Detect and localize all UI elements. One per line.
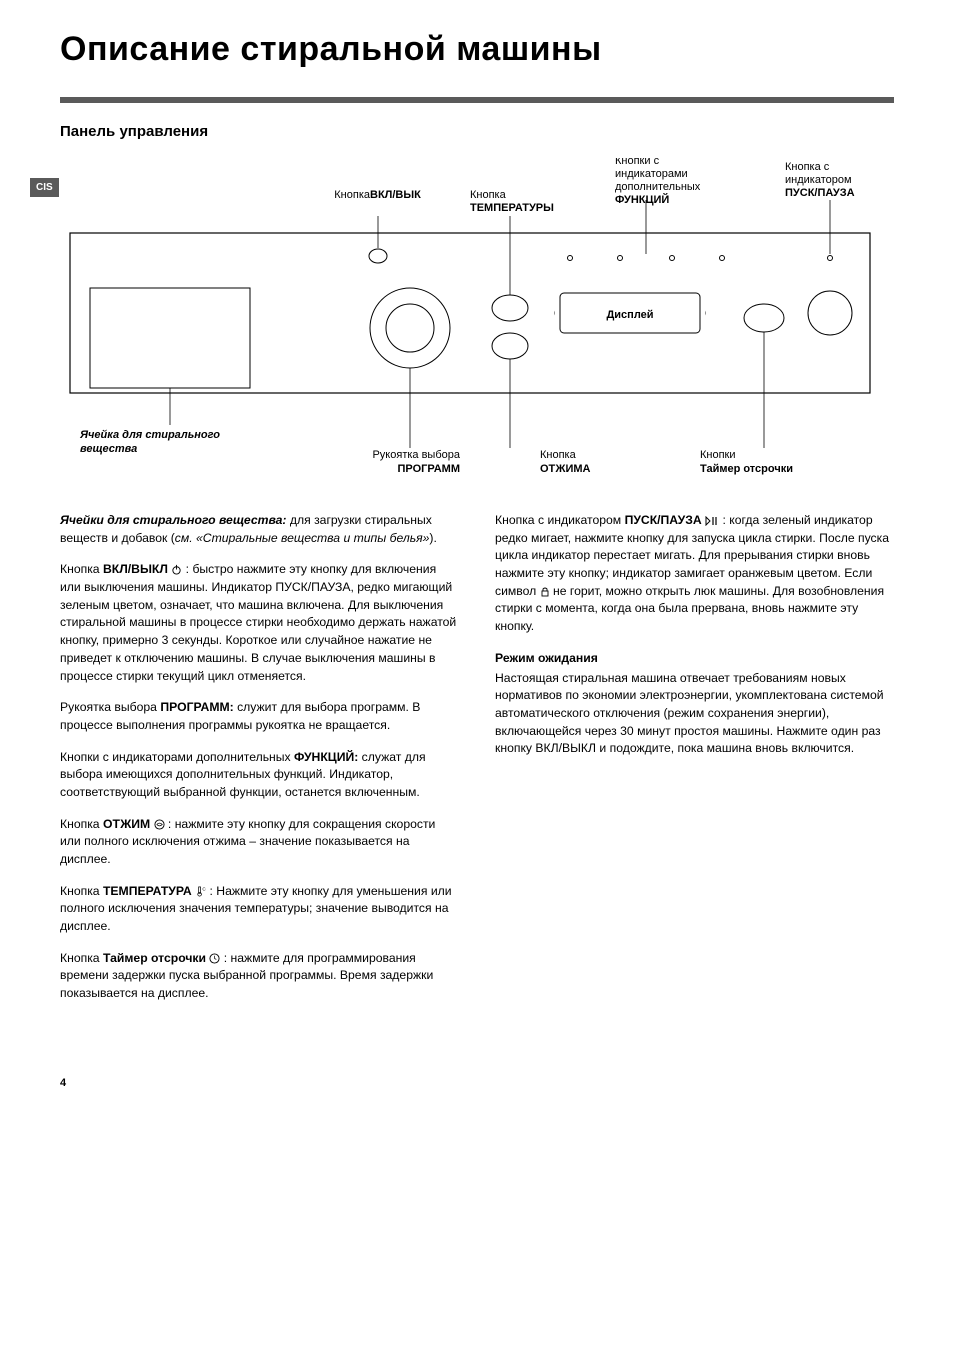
para-startpause: Кнопка с индикатором ПУСК/ПАУЗА : когда … [495, 512, 894, 636]
standby-heading: Режим ожидания [495, 650, 894, 668]
lbl-prog1: Рукоятка выбора [372, 449, 460, 461]
para-spin: Кнопка ОТЖИМ : нажмите эту кнопку для со… [60, 816, 459, 869]
clock-icon [209, 953, 220, 964]
lbl-temp1: Кнопка [470, 189, 507, 201]
lbl-drawer1: Ячейка для стирального [79, 429, 220, 441]
lbl-start1: Кнопка с [785, 161, 830, 173]
lbl-drawer2: вещества [80, 443, 137, 455]
page-number: 4 [60, 1077, 894, 1089]
lbl-delay2: Таймер отсрочки [700, 463, 793, 475]
lbl-func4: ФУНКЦИЙ [615, 193, 669, 206]
para-onoff: Кнопка ВКЛ/ВЫКЛ : быстро нажмите эту кно… [60, 561, 459, 685]
lbl-onoff-b: ВКЛ/ВЫК [370, 189, 421, 201]
lbl-onoff-pre: Кнопка [334, 189, 371, 201]
para-delay: Кнопка Таймер отсрочки : нажмите для про… [60, 950, 459, 1003]
lbl-temp2: ТЕМПЕРАТУРЫ [470, 202, 554, 214]
lead-drawer: Ячейки для стирального вещества: [60, 513, 287, 527]
lbl-func1: Кнопки с [615, 158, 660, 167]
lbl-spin2: ОТЖИМА [540, 463, 591, 475]
control-panel-diagram: Дисплей Кнопка ВКЛ/ВЫК Кнопка ТЕМПЕРАТУР… [60, 158, 880, 488]
lbl-start2: индикатором [785, 174, 852, 186]
section-heading: Панель управления [60, 123, 894, 140]
lbl-func2: индикаторами [615, 168, 688, 180]
para-drawer: Ячейки для стирального вещества: для заг… [60, 512, 459, 547]
lbl-func3: дополнительных [615, 181, 701, 193]
page-title: Описание стиральной машины [60, 30, 894, 69]
body-columns: Ячейки для стирального вещества: для заг… [60, 512, 894, 1017]
temperature-icon: C [195, 886, 206, 897]
para-programs: Рукоятка выбора ПРОГРАММ: служит для выб… [60, 699, 459, 734]
right-column: Кнопка с индикатором ПУСК/ПАУЗА : когда … [495, 512, 894, 1017]
side-tab-cis: CIS [30, 178, 59, 197]
left-column: Ячейки для стирального вещества: для заг… [60, 512, 459, 1017]
display-label: Дисплей [606, 309, 653, 321]
spin-icon [154, 819, 165, 830]
para-temp: Кнопка ТЕМПЕРАТУРА C : Нажмите эту кнопк… [60, 883, 459, 936]
lbl-spin1: Кнопка [540, 449, 577, 461]
lbl-prog2: ПРОГРАММ [397, 463, 460, 475]
lbl-delay1: Кнопки [700, 449, 736, 461]
para-functions: Кнопки с индикаторами дополнительных ФУН… [60, 749, 459, 802]
lbl-start3: ПУСК/ПАУЗА [785, 187, 855, 199]
play-pause-icon [705, 516, 719, 526]
lock-icon [540, 586, 550, 597]
power-icon [171, 564, 182, 575]
divider-thick [60, 97, 894, 103]
para-standby: Режим ожидания Настоящая стиральная маши… [495, 650, 894, 758]
